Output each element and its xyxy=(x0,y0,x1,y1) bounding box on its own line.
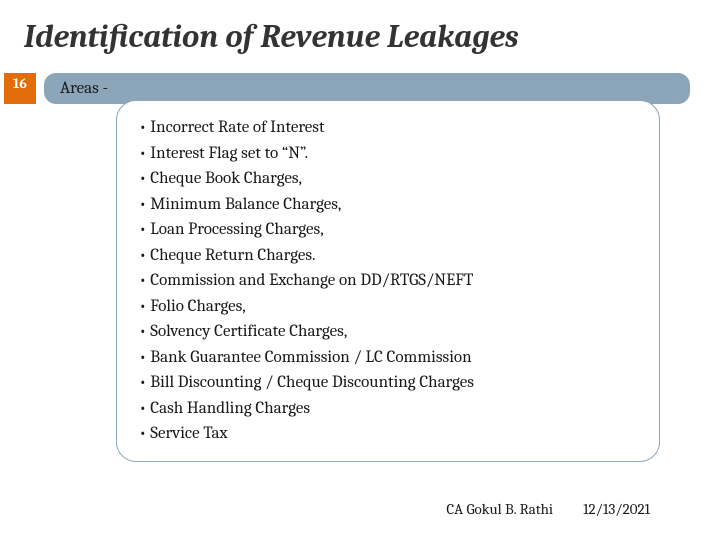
list-item: Minimum Balance Charges, xyxy=(139,192,637,218)
list-item: Bank Guarantee Commission / LC Commissio… xyxy=(139,345,637,371)
list-item: Commission and Exchange on DD/RTGS/NEFT xyxy=(139,268,637,294)
bullet-list: Incorrect Rate of InterestInterest Flag … xyxy=(139,115,637,447)
list-item: Folio Charges, xyxy=(139,294,637,320)
list-item: Loan Processing Charges, xyxy=(139,217,637,243)
list-item: Bill Discounting / Cheque Discounting Ch… xyxy=(139,370,637,396)
list-item: Incorrect Rate of Interest xyxy=(139,115,637,141)
list-item: Interest Flag set to “N”. xyxy=(139,141,637,167)
footer-author: CA Gokul B. Rathi xyxy=(446,500,553,518)
areas-label: Areas - xyxy=(60,79,108,98)
list-item: Service Tax xyxy=(139,421,637,447)
footer-date: 12/13/2021 xyxy=(583,500,650,518)
content-box: Incorrect Rate of InterestInterest Flag … xyxy=(116,100,660,462)
list-item: Cash Handling Charges xyxy=(139,396,637,422)
page-title: Identification of Revenue Leakages xyxy=(0,0,720,65)
footer: CA Gokul B. Rathi 12/13/2021 xyxy=(446,500,650,518)
list-item: Solvency Certificate Charges, xyxy=(139,319,637,345)
list-item: Cheque Book Charges, xyxy=(139,166,637,192)
list-item: Cheque Return Charges. xyxy=(139,243,637,269)
page-number-badge: 16 xyxy=(4,73,36,104)
